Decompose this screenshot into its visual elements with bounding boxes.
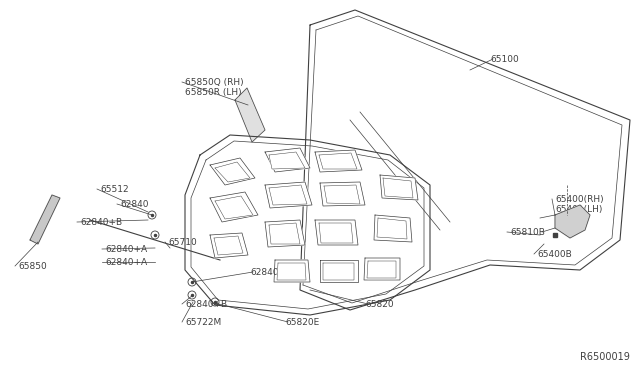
Text: 65400(RH)
65401(LH): 65400(RH) 65401(LH) (555, 195, 604, 214)
Polygon shape (269, 185, 307, 205)
Polygon shape (265, 148, 310, 172)
Polygon shape (274, 260, 310, 282)
Text: 65850: 65850 (18, 262, 47, 271)
Polygon shape (319, 223, 353, 243)
Polygon shape (215, 162, 250, 182)
Polygon shape (320, 182, 365, 206)
Text: 65400B: 65400B (537, 250, 572, 259)
Polygon shape (269, 223, 300, 244)
Text: R6500019: R6500019 (580, 352, 630, 362)
Polygon shape (210, 192, 258, 222)
Text: 62840+A: 62840+A (105, 245, 147, 254)
Polygon shape (320, 260, 358, 282)
Text: 65820E: 65820E (285, 318, 319, 327)
Polygon shape (30, 195, 60, 244)
Polygon shape (315, 150, 362, 172)
Polygon shape (367, 261, 396, 278)
Polygon shape (235, 88, 265, 142)
Text: 62840+B: 62840+B (80, 218, 122, 227)
Text: 62840: 62840 (250, 268, 278, 277)
Polygon shape (383, 178, 413, 198)
Text: 62840+A: 62840+A (105, 258, 147, 267)
Polygon shape (555, 205, 590, 238)
Text: 62840+B: 62840+B (185, 300, 227, 309)
Polygon shape (319, 153, 357, 169)
Polygon shape (215, 196, 253, 219)
Polygon shape (364, 258, 400, 280)
Polygon shape (277, 263, 306, 280)
Text: 65722M: 65722M (185, 318, 221, 327)
Polygon shape (214, 236, 243, 255)
Polygon shape (265, 220, 305, 247)
Polygon shape (265, 182, 312, 208)
Polygon shape (210, 233, 248, 258)
Text: 65820: 65820 (365, 300, 394, 309)
Text: 65810B: 65810B (510, 228, 545, 237)
Polygon shape (315, 220, 358, 245)
Polygon shape (323, 263, 354, 280)
Polygon shape (269, 152, 305, 169)
Polygon shape (377, 218, 407, 239)
Polygon shape (210, 158, 255, 185)
Polygon shape (324, 185, 360, 204)
Text: 65100: 65100 (490, 55, 519, 64)
Polygon shape (380, 175, 418, 200)
Polygon shape (374, 215, 412, 242)
Text: 65850Q (RH)
65850R (LH): 65850Q (RH) 65850R (LH) (185, 78, 244, 97)
Text: 65710: 65710 (168, 238, 196, 247)
Text: 65512: 65512 (100, 185, 129, 194)
Text: 62840: 62840 (120, 200, 148, 209)
